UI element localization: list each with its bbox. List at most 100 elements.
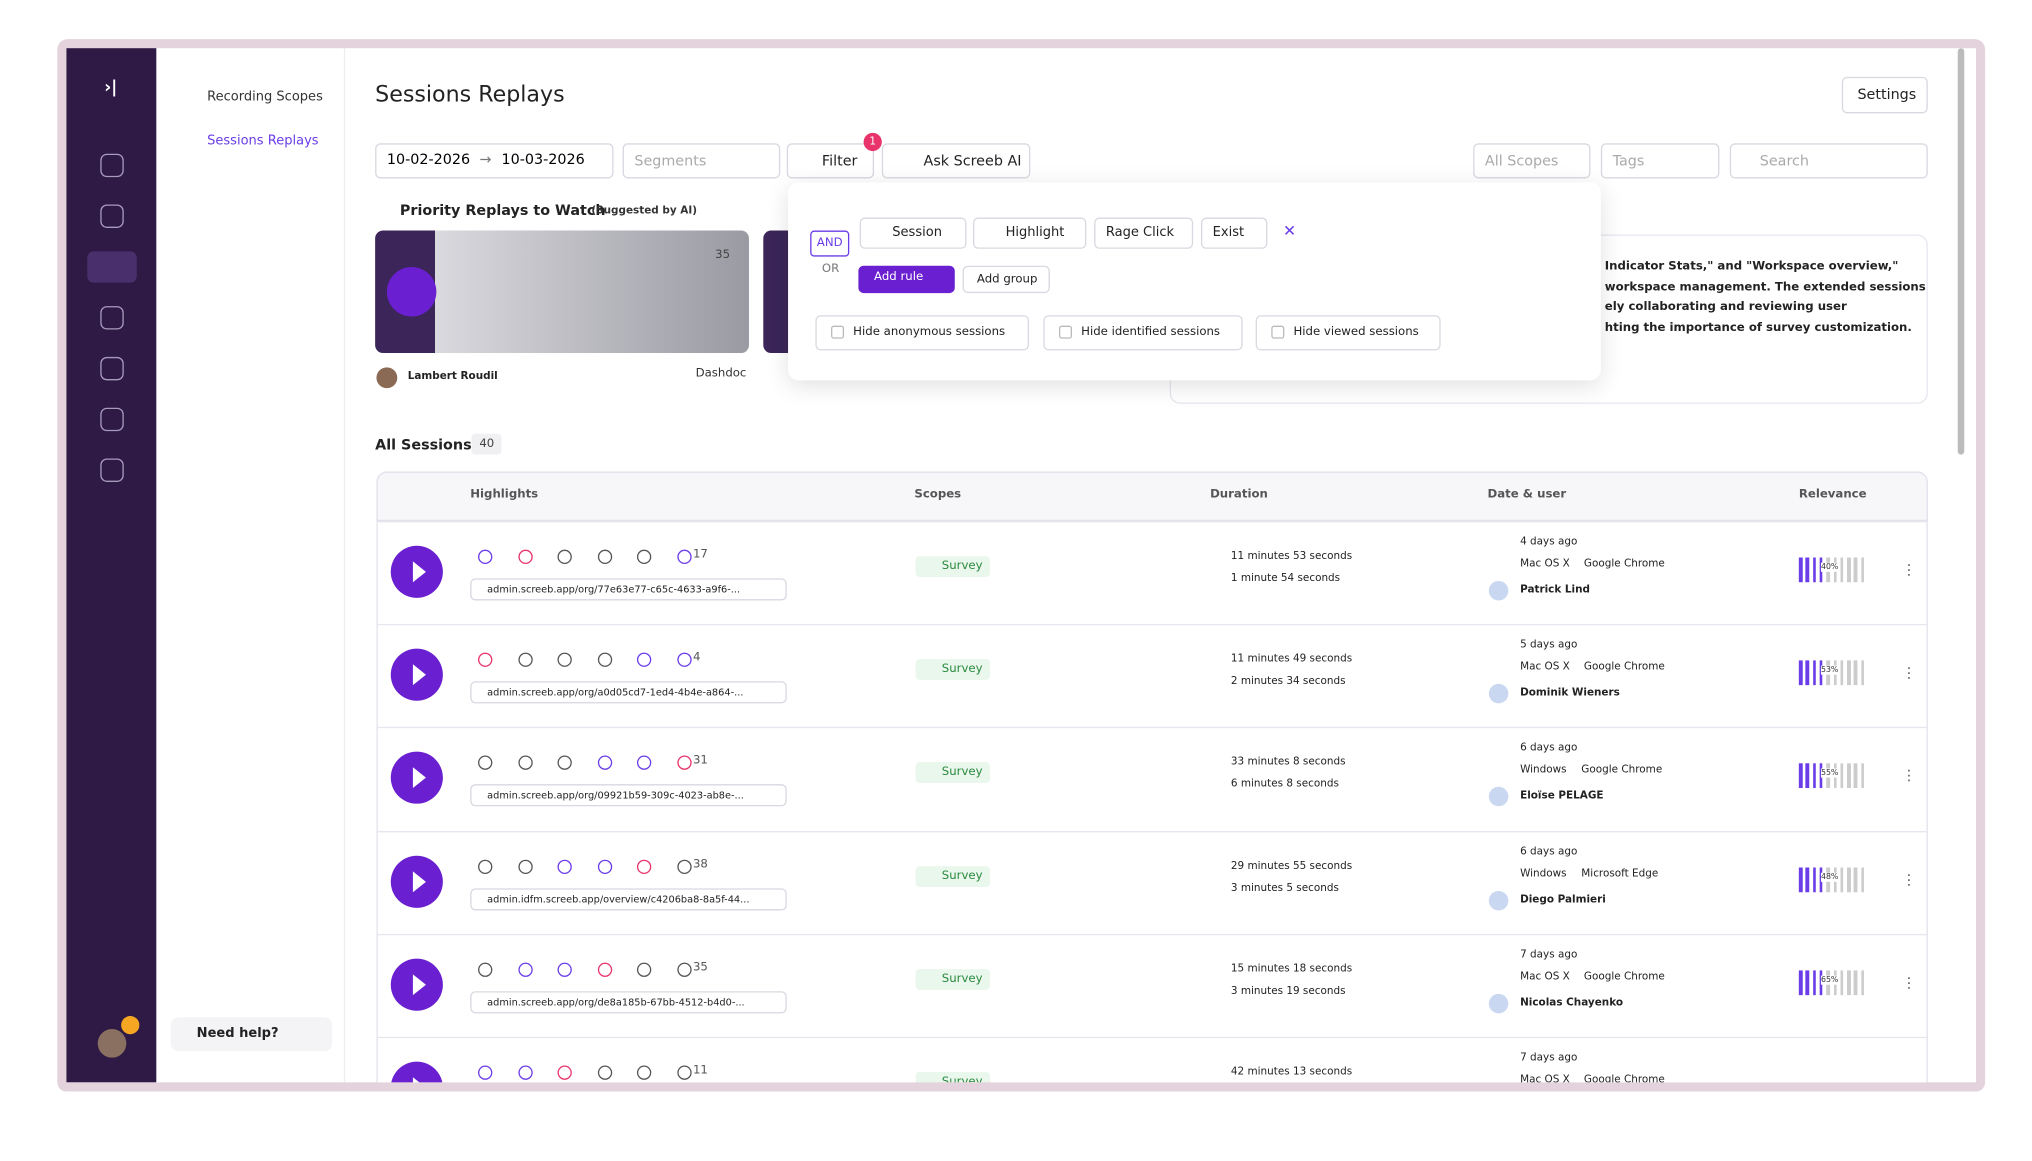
os: Mac OS X	[1520, 1073, 1570, 1086]
nav-panel	[156, 48, 346, 1083]
scope-tag: Survey	[915, 556, 991, 578]
sidebar-icon[interactable]	[100, 306, 124, 330]
highlight-count: 31	[692, 754, 708, 768]
highlight-icon	[557, 652, 572, 668]
or-toggle[interactable]: OR	[821, 263, 840, 277]
highlight-icon	[557, 1065, 572, 1080]
highlight-icon	[517, 652, 533, 668]
thumb-2	[763, 230, 790, 353]
sidebar-icon[interactable]	[100, 407, 124, 432]
relevance-bar	[1840, 557, 1844, 583]
relevance-bar	[1854, 557, 1858, 583]
scope-tag: Survey	[915, 865, 991, 887]
browser: Google Chrome	[1583, 1073, 1665, 1086]
date-from: 10-02-2026	[386, 151, 471, 169]
relevance-bar	[1847, 660, 1851, 686]
replay-thumbnail[interactable]	[375, 230, 749, 353]
duration: 42 minutes 13 seconds	[1230, 1065, 1353, 1078]
summary-line: hting the importance of survey customiza…	[1604, 321, 1912, 335]
card-user: Lambert Roudil	[407, 369, 498, 382]
url-box[interactable]: admin.idfm.screeb.app/overview/c4206ba8-…	[470, 887, 787, 910]
scope-tag: Survey	[915, 968, 991, 990]
highlight-icon	[557, 549, 572, 565]
play-triangle	[412, 664, 426, 686]
segments-select[interactable]: Segments	[622, 143, 781, 179]
rule-select[interactable]: Rage Click	[1094, 217, 1194, 249]
rule-select[interactable]: Exist	[1200, 217, 1268, 249]
help-button[interactable]: Need help?	[170, 1017, 333, 1052]
date-range[interactable]	[375, 143, 614, 179]
checkbox[interactable]: Hide anonymous sessions	[815, 315, 1030, 351]
sidebar-icon[interactable]	[100, 356, 124, 381]
checkbox[interactable]: Hide viewed sessions	[1255, 315, 1441, 351]
url-box[interactable]: admin.screeb.app/org/de8a185b-67bb-4512-…	[470, 990, 787, 1014]
sessions-count: 40	[471, 433, 503, 455]
highlight-icon	[478, 1065, 493, 1080]
filter-button[interactable]: Filter	[786, 143, 875, 179]
scopes-select[interactable]: All Scopes	[1473, 143, 1591, 179]
add-rule-button[interactable]: Add rule	[858, 265, 955, 294]
highlight-icon	[676, 962, 692, 977]
scope-tag: Survey	[915, 659, 991, 681]
relevance-bar	[1812, 866, 1816, 892]
sidebar-icon[interactable]	[100, 153, 124, 178]
url-box[interactable]: admin.screeb.app/org/77e63e77-c65c-4633-…	[470, 578, 787, 601]
highlight-icon	[676, 1065, 692, 1080]
sidebar-icon[interactable]	[87, 251, 137, 283]
relevance-bar	[1840, 866, 1844, 892]
highlight-icon	[478, 652, 493, 668]
url-box[interactable]: admin.screeb.app/org/a0d05cd7-1ed4-4b4e-…	[470, 681, 787, 704]
active-duration: 3 minutes 19 seconds	[1230, 984, 1346, 997]
checkbox[interactable]: Hide identified sessions	[1043, 315, 1243, 351]
search-input[interactable]: Search	[1729, 143, 1928, 179]
browser: Microsoft Edge	[1581, 866, 1659, 879]
os: Windows	[1520, 763, 1567, 776]
url-box[interactable]: admin.screeb.app/org/09921b59-309c-4023-…	[470, 784, 787, 807]
row-menu[interactable]: ⋮	[1901, 561, 1917, 579]
duration: 11 minutes 53 seconds	[1230, 549, 1353, 562]
row-menu[interactable]: ⋮	[1901, 664, 1917, 682]
column-header: Scopes	[914, 488, 962, 502]
remove-rule[interactable]: ✕	[1283, 221, 1297, 240]
date: 4 days ago	[1520, 535, 1578, 548]
date: 7 days ago	[1520, 947, 1578, 960]
highlight-icon	[597, 755, 612, 771]
and-toggle[interactable]: AND	[810, 230, 850, 257]
highlight-icon	[478, 859, 493, 874]
relevance-bar	[1847, 866, 1851, 892]
user-name: Eloïse PELAGE	[1520, 789, 1604, 802]
relevance: 48%	[1820, 872, 1839, 882]
row-menu[interactable]: ⋮	[1901, 870, 1917, 888]
rule-select[interactable]: Highlight	[973, 217, 1087, 249]
browser: Google Chrome	[1583, 970, 1665, 982]
relevance-bar	[1812, 763, 1816, 789]
page-title: Sessions Replays	[375, 82, 565, 109]
user-avatar	[1488, 580, 1509, 601]
duration: 33 minutes 8 seconds	[1230, 755, 1346, 768]
add-group-button[interactable]: Add group	[962, 265, 1050, 294]
row-menu[interactable]: ⋮	[1901, 767, 1917, 785]
nav-item[interactable]: Sessions Replays	[207, 134, 319, 149]
relevance-bar	[1840, 970, 1844, 995]
nav-item[interactable]: Recording Scopes	[207, 89, 323, 105]
row-border	[376, 1036, 1928, 1039]
user-avatar	[1488, 993, 1509, 1014]
row-menu[interactable]: ⋮	[1901, 974, 1917, 991]
sidebar-icon[interactable]	[100, 458, 124, 482]
ask-ai-button[interactable]: Ask Screeb AI	[881, 143, 1031, 179]
rule-select[interactable]: Session	[859, 217, 967, 249]
active-duration: 1 minute 54 seconds	[1230, 571, 1341, 584]
duration: 11 minutes 49 seconds	[1230, 652, 1353, 665]
relevance-bar	[1805, 660, 1809, 686]
duration: 15 minutes 18 seconds	[1230, 962, 1353, 975]
summary-line: workspace management. The extended sessi…	[1604, 280, 1926, 294]
settings-button[interactable]: Settings	[1841, 76, 1928, 114]
priority-title: Priority Replays to Watch	[399, 201, 606, 219]
os: Mac OS X	[1520, 557, 1570, 570]
play-triangle	[412, 767, 426, 789]
highlight-icon	[636, 962, 652, 977]
sidebar-icon[interactable]	[100, 204, 124, 228]
highlight-icon	[478, 549, 493, 565]
tags-select[interactable]: Tags	[1600, 143, 1720, 179]
active-duration: 3 minutes 5 seconds	[1230, 881, 1339, 894]
